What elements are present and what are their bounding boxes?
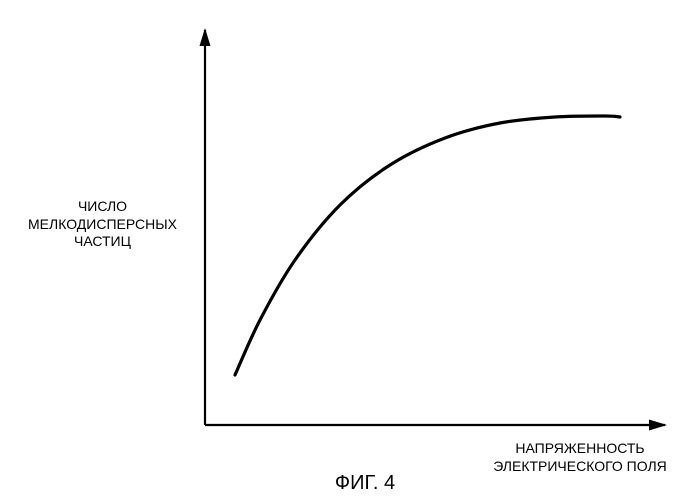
saturation-curve xyxy=(235,116,620,375)
x-axis-label: НАПРЯЖЕННОСТЬ ЭЛЕКТРИЧЕСКОГО ПОЛЯ xyxy=(475,440,685,475)
y-axis-label: ЧИСЛО МЕЛКОДИСПЕРСНЫХ ЧАСТИЦ xyxy=(15,198,190,251)
figure-caption: ФИГ. 4 xyxy=(305,472,425,495)
chart-container: ЧИСЛО МЕЛКОДИСПЕРСНЫХ ЧАСТИЦ НАПРЯЖЕННОС… xyxy=(0,0,691,500)
y-axis-arrowhead xyxy=(200,28,211,46)
x-axis-arrowhead xyxy=(649,420,667,431)
